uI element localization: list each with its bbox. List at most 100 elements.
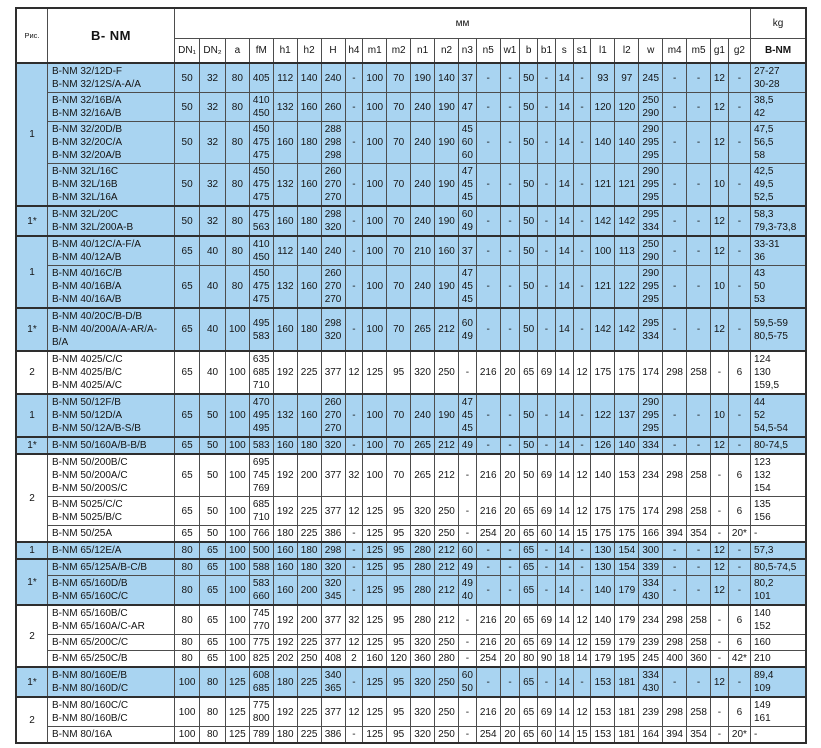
dim-cell-2: 50 — [199, 496, 226, 526]
dim-cell-23: - — [662, 436, 688, 455]
dim-cell-16: 65 — [519, 525, 539, 543]
dim-cell-14: 216 — [475, 604, 501, 635]
dim-cell-18: 14 — [554, 453, 574, 497]
dim-cell-13: 60 49 — [457, 205, 477, 237]
dim-cell-17: 69 — [537, 350, 556, 395]
dim-cell-19: 12 — [572, 453, 592, 497]
kg-cell: 210 — [750, 650, 807, 668]
figure-ref-cell: 1* — [15, 205, 48, 237]
kg-unit-header: kg — [750, 7, 807, 39]
dim-cell-20: 120 — [590, 92, 616, 122]
dim-cell-2: 50 — [199, 436, 226, 455]
dim-header-18: s — [554, 38, 574, 64]
dim-header-11: n1 — [410, 38, 436, 64]
dim-cell-4: 775 — [248, 634, 274, 651]
dim-cell-25: - — [710, 634, 729, 651]
model-cell: B-NM 80/160E/B B-NM 80/160D/C — [47, 666, 175, 698]
dim-cell-25: 12 — [710, 92, 729, 122]
dim-cell-26: - — [727, 265, 752, 309]
dim-cell-5: 132 — [272, 393, 298, 438]
dim-cell-26: - — [727, 92, 752, 122]
dim-cell-21: 122 — [614, 265, 640, 309]
dim-cell-22: 234 — [638, 453, 664, 497]
dim-cell-19: 14 — [572, 650, 592, 668]
model-cell: B-NM 50/160A/B-B/B — [47, 436, 175, 455]
dim-cell-20: 121 — [590, 163, 616, 207]
dim-cell-5: 202 — [272, 650, 298, 668]
dim-cell-12: 250 — [434, 726, 459, 744]
dim-cell-8: 12 — [344, 634, 364, 651]
dim-cell-21: 181 — [614, 666, 640, 698]
table-row: B-NM 50/25A 65 50 100 766 180 225 386-125 95 320 2… — [16, 525, 807, 543]
dim-cell-7: 377 — [320, 604, 346, 635]
dim-header-22: w — [638, 38, 664, 64]
dim-cell-18: 14 — [554, 205, 574, 237]
dim-cell-15: - — [499, 393, 521, 438]
dim-cell-9: 125 — [362, 496, 388, 526]
dim-cell-4: 583 660 — [248, 575, 274, 606]
dim-cell-7: 240 — [320, 235, 346, 266]
dim-cell-13: 60 49 — [457, 307, 477, 352]
dim-cell-1: 80 — [173, 575, 201, 606]
dim-cell-21: 175 — [614, 525, 640, 543]
dim-cell-25: 10 — [710, 393, 729, 438]
dim-cell-12: 250 — [434, 350, 459, 395]
dim-cell-9: 100 — [362, 235, 388, 266]
dim-cell-15: 20 — [499, 525, 521, 543]
dim-cell-12: 250 — [434, 666, 459, 698]
dim-cell-14: 254 — [475, 525, 501, 543]
dim-cell-19: - — [572, 205, 592, 237]
dim-cell-21: 175 — [614, 496, 640, 526]
kg-cell: 89,4 109 — [750, 666, 807, 698]
dim-cell-1: 65 — [173, 350, 201, 395]
dim-cell-7: 386 — [320, 726, 346, 744]
dim-cell-23: - — [662, 575, 688, 606]
dim-cell-20: 140 — [590, 604, 616, 635]
dim-cell-3: 80 — [224, 121, 250, 164]
table-row: B-NM 32/20D/B B-NM 32/20C/A B-NM 32/20A/… — [16, 121, 807, 164]
dim-cell-10: 95 — [386, 604, 412, 635]
dim-cell-13: 37 — [457, 235, 477, 266]
dim-cell-1: 100 — [173, 726, 201, 744]
dim-cell-2: 65 — [199, 650, 226, 668]
dim-cell-22: 239 — [638, 634, 664, 651]
dim-cell-26: - — [727, 121, 752, 164]
dim-cell-4: 495 583 — [248, 307, 274, 352]
dim-cell-24: - — [686, 307, 712, 352]
dim-cell-19: - — [572, 307, 592, 352]
dim-cell-23: 298 — [662, 696, 688, 727]
dim-cell-22: 334 430 — [638, 575, 664, 606]
dim-cell-20: 93 — [590, 62, 616, 93]
dim-cell-23: - — [662, 541, 688, 560]
dim-cell-8: - — [344, 92, 364, 122]
dim-cell-24: - — [686, 558, 712, 576]
dim-cell-26: 6 — [727, 634, 752, 651]
dim-cell-5: 160 — [272, 121, 298, 164]
dim-cell-9: 125 — [362, 726, 388, 744]
dim-cell-23: - — [662, 265, 688, 309]
dim-cell-20: 153 — [590, 726, 616, 744]
dim-cell-25: 12 — [710, 666, 729, 698]
dim-cell-7: 377 — [320, 350, 346, 395]
dim-cell-16: 50 — [519, 62, 539, 93]
dim-cell-17: - — [537, 307, 556, 352]
dim-cell-20: 175 — [590, 350, 616, 395]
dim-cell-9: 100 — [362, 436, 388, 455]
dim-cell-26: 6 — [727, 496, 752, 526]
dim-cell-14: - — [475, 265, 501, 309]
dim-cell-6: 250 — [296, 650, 322, 668]
dim-cell-6: 225 — [296, 525, 322, 543]
dim-cell-13: 47 45 45 — [457, 265, 477, 309]
dim-cell-15: - — [499, 265, 521, 309]
table-row: 2 B-NM 50/200B/C B-NM 50/200A/C B-NM 50/2… — [15, 453, 807, 543]
dim-cell-11: 280 — [410, 604, 436, 635]
dim-cell-14: 216 — [475, 696, 501, 727]
dim-cell-21: 97 — [614, 62, 640, 93]
dim-cell-12: 190 — [434, 205, 459, 237]
dim-cell-16: 65 — [519, 726, 539, 744]
dim-header-2: DN₂ — [199, 38, 226, 64]
dim-cell-3: 125 — [224, 666, 250, 698]
table-row: 1* B-NM 50/160A/B-B/B 65 50 100 583 160 180 320-… — [15, 436, 807, 455]
